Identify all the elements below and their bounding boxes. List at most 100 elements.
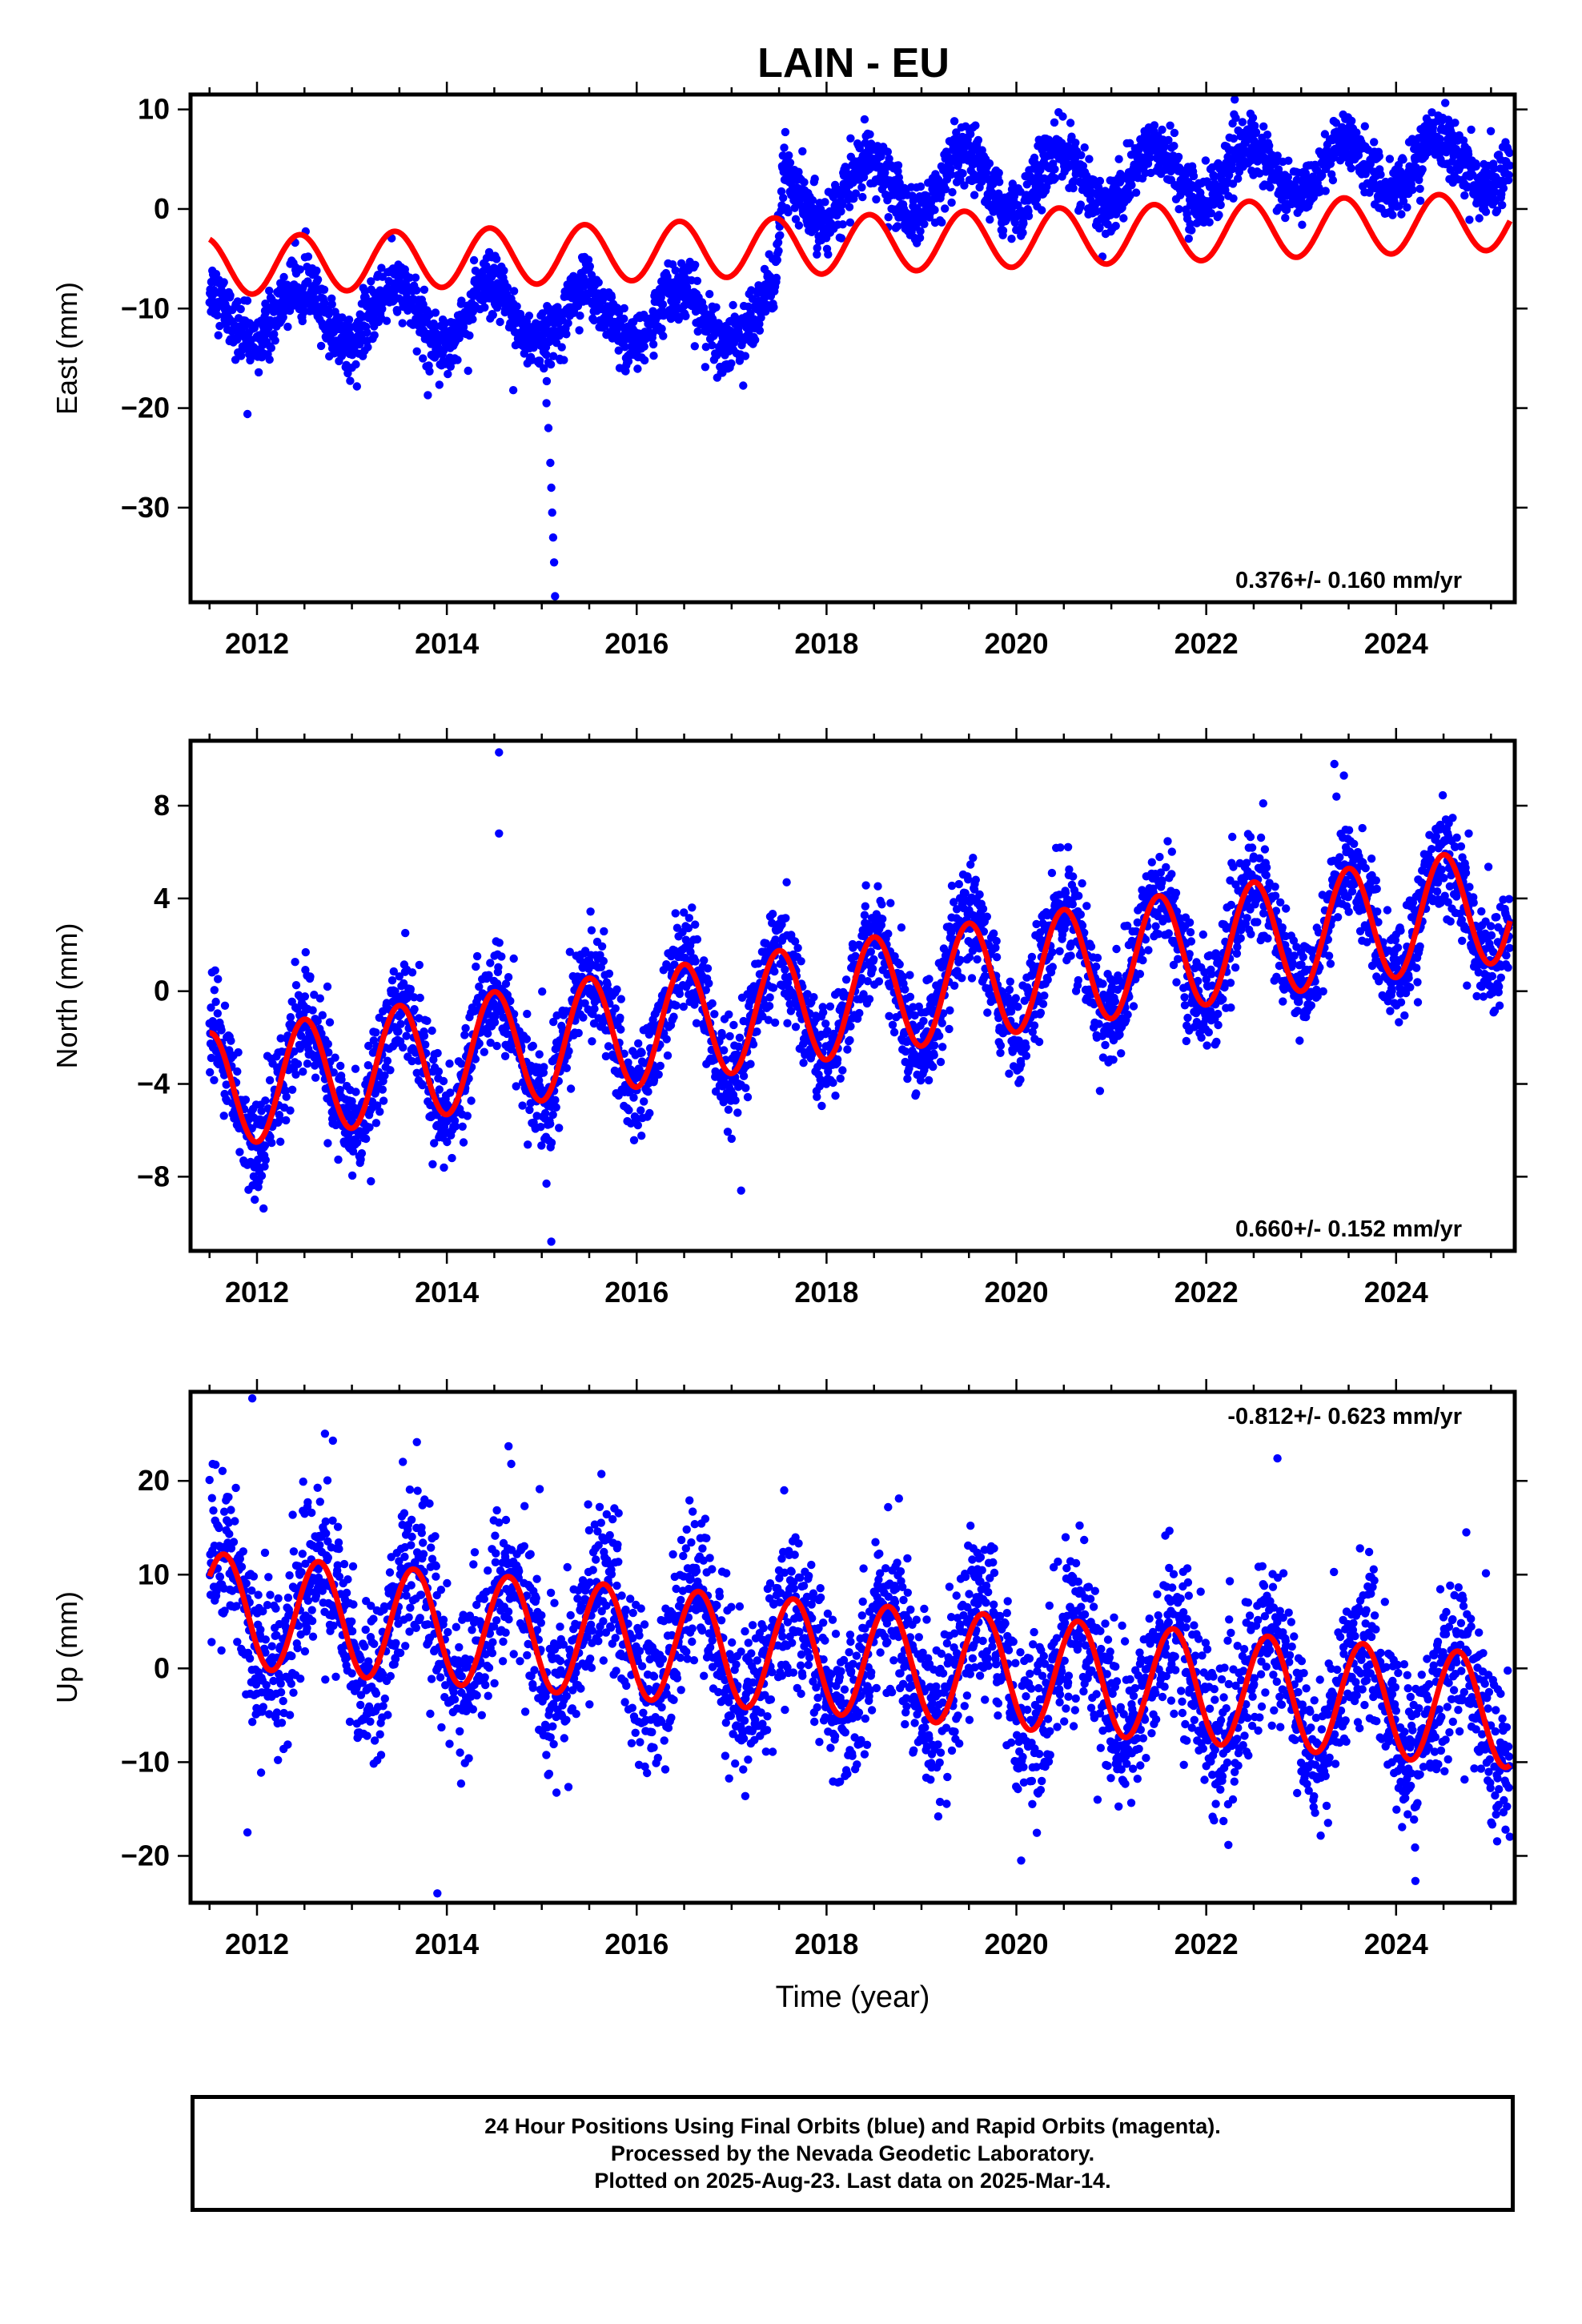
data-point (346, 376, 355, 385)
data-point (371, 1119, 381, 1128)
data-point (941, 204, 950, 213)
data-point (303, 1059, 312, 1068)
data-point (364, 1041, 373, 1051)
data-point (347, 1097, 356, 1106)
data-point (276, 1034, 285, 1043)
data-point (1475, 214, 1484, 223)
data-point (522, 1035, 532, 1043)
outlier-point (549, 558, 559, 567)
data-point (207, 1003, 215, 1012)
data-point (1265, 141, 1274, 151)
data-point (1505, 148, 1514, 158)
data-point (421, 1040, 430, 1049)
data-point (472, 962, 480, 971)
data-point (431, 308, 440, 317)
plot-area (205, 95, 1515, 601)
data-point (733, 1108, 742, 1117)
data-point (594, 278, 603, 287)
data-point (1231, 114, 1240, 123)
data-point (656, 1061, 665, 1071)
data-point (644, 1088, 652, 1096)
data-point (549, 352, 558, 360)
data-point (1007, 235, 1016, 243)
data-point (528, 1041, 537, 1051)
data-point (781, 127, 790, 137)
data-point (703, 964, 713, 973)
data-point (640, 1097, 648, 1106)
data-point (693, 935, 702, 944)
data-point (712, 303, 721, 312)
data-point (810, 175, 819, 183)
data-point (774, 247, 783, 255)
data-point (267, 1138, 276, 1148)
data-point (857, 183, 866, 192)
data-point (394, 1027, 403, 1036)
data-point (463, 1112, 472, 1120)
data-point (1066, 119, 1075, 127)
data-point (486, 959, 495, 967)
data-points (205, 748, 1515, 1246)
data-point (472, 951, 482, 961)
data-point (509, 954, 518, 963)
data-point (355, 340, 364, 349)
data-point (845, 203, 854, 211)
data-point (344, 316, 354, 324)
data-point (744, 302, 753, 312)
data-point (808, 195, 817, 205)
data-point (1201, 156, 1211, 165)
data-point (319, 285, 329, 294)
data-point (504, 973, 513, 982)
data-point (658, 300, 668, 309)
data-point (395, 972, 404, 981)
data-point (469, 255, 479, 265)
data-point (659, 332, 668, 340)
data-point (616, 1013, 624, 1023)
data-point (881, 168, 889, 177)
data-point (353, 1138, 362, 1147)
data-point (649, 352, 658, 360)
data-point (411, 273, 420, 282)
data-point (347, 1171, 357, 1180)
data-point (1248, 113, 1258, 123)
data-point (565, 947, 574, 956)
data-point (851, 189, 861, 198)
data-point (1018, 228, 1027, 237)
data-point (611, 1004, 620, 1013)
data-point (518, 1101, 527, 1110)
data-point (234, 1047, 243, 1057)
data-point (1210, 173, 1219, 182)
data-point (444, 369, 452, 379)
data-point (746, 1059, 755, 1068)
data-point (1164, 135, 1173, 145)
data-point (324, 310, 333, 319)
data-point (1255, 169, 1264, 178)
data-point (324, 1048, 333, 1057)
data-point (705, 290, 714, 299)
outlier-point (551, 592, 560, 601)
data-point (489, 999, 498, 1007)
data-point (1498, 200, 1507, 210)
velocity-label: 0.376+/- 0.160 mm/yr (1235, 568, 1462, 593)
data-point (1095, 223, 1104, 232)
data-point (265, 1076, 275, 1085)
data-point (219, 278, 228, 287)
data-point (287, 1085, 297, 1095)
data-point (303, 252, 313, 261)
data-point (1321, 187, 1330, 195)
data-point (588, 1037, 596, 1046)
outlier-point (243, 409, 252, 419)
data-point (435, 380, 444, 389)
data-point (603, 980, 612, 989)
data-point (1492, 206, 1502, 215)
data-point (260, 1162, 269, 1171)
data-point (282, 1092, 291, 1101)
data-point (986, 215, 994, 224)
data-point (620, 343, 629, 352)
data-point (551, 1096, 560, 1104)
data-point (837, 234, 846, 243)
data-point (629, 1136, 639, 1145)
data-point (779, 193, 788, 203)
data-point (691, 260, 700, 269)
data-point (1464, 150, 1473, 159)
data-point (743, 1092, 753, 1102)
